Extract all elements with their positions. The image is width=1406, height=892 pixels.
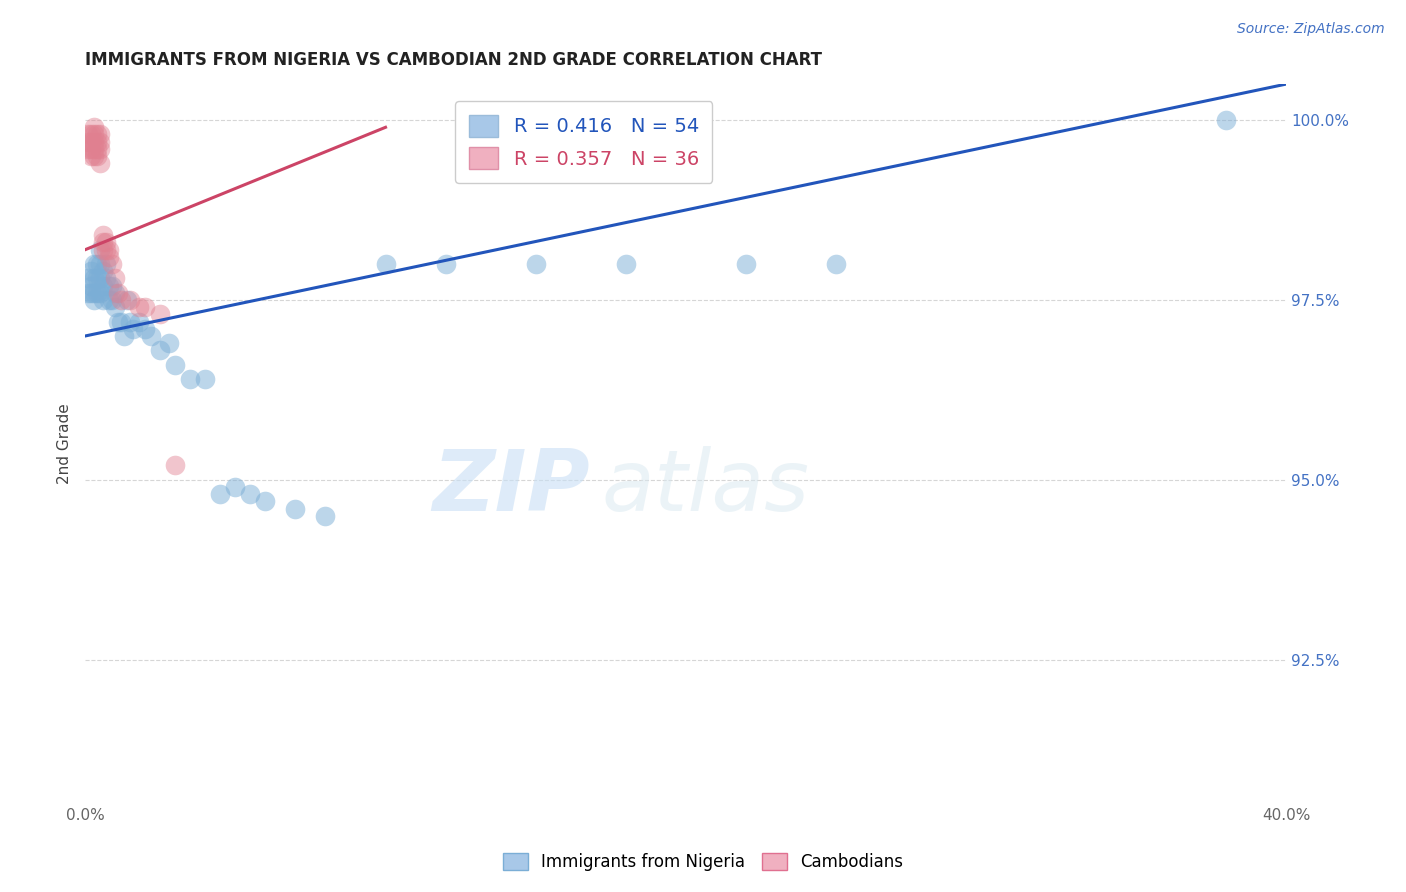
- Point: [86, 285, 108, 300]
- Point: [89, 271, 111, 285]
- Point: [524, 257, 547, 271]
- Point: [96, 235, 118, 250]
- Point: [104, 300, 127, 314]
- Point: [149, 307, 172, 321]
- Point: [614, 257, 637, 271]
- Point: [254, 494, 277, 508]
- Legend: R = 0.416   N = 54, R = 0.357   N = 36: R = 0.416 N = 54, R = 0.357 N = 36: [456, 101, 713, 183]
- Point: [122, 322, 145, 336]
- Point: [93, 243, 115, 257]
- Point: [77, 128, 100, 142]
- Point: [96, 271, 118, 285]
- Point: [77, 142, 100, 156]
- Point: [93, 264, 115, 278]
- Point: [101, 293, 124, 307]
- Point: [101, 278, 124, 293]
- Point: [89, 156, 111, 170]
- Point: [98, 278, 121, 293]
- Point: [110, 314, 132, 328]
- Point: [165, 458, 187, 473]
- Point: [83, 135, 105, 149]
- Legend: Immigrants from Nigeria, Cambodians: Immigrants from Nigeria, Cambodians: [495, 845, 911, 880]
- Point: [434, 257, 457, 271]
- Text: IMMIGRANTS FROM NIGERIA VS CAMBODIAN 2ND GRADE CORRELATION CHART: IMMIGRANTS FROM NIGERIA VS CAMBODIAN 2ND…: [86, 51, 823, 69]
- Point: [104, 271, 127, 285]
- Point: [89, 243, 111, 257]
- Point: [149, 343, 172, 358]
- Point: [93, 228, 115, 243]
- Point: [80, 264, 103, 278]
- Point: [107, 314, 129, 328]
- Point: [157, 336, 180, 351]
- Y-axis label: 2nd Grade: 2nd Grade: [58, 403, 72, 484]
- Point: [194, 372, 217, 386]
- Point: [80, 135, 103, 149]
- Point: [374, 257, 396, 271]
- Point: [86, 149, 108, 163]
- Point: [98, 243, 121, 257]
- Point: [83, 120, 105, 135]
- Point: [98, 293, 121, 307]
- Point: [96, 257, 118, 271]
- Point: [80, 142, 103, 156]
- Point: [107, 285, 129, 300]
- Point: [80, 128, 103, 142]
- Point: [209, 487, 232, 501]
- Point: [77, 285, 100, 300]
- Point: [83, 149, 105, 163]
- Point: [104, 285, 127, 300]
- Point: [128, 300, 150, 314]
- Point: [112, 329, 135, 343]
- Point: [120, 314, 142, 328]
- Point: [86, 135, 108, 149]
- Point: [93, 293, 115, 307]
- Point: [83, 293, 105, 307]
- Point: [83, 285, 105, 300]
- Point: [284, 501, 307, 516]
- Point: [120, 293, 142, 307]
- Point: [86, 128, 108, 142]
- Point: [83, 128, 105, 142]
- Point: [77, 135, 100, 149]
- Point: [93, 235, 115, 250]
- Point: [134, 322, 156, 336]
- Point: [83, 142, 105, 156]
- Point: [89, 142, 111, 156]
- Point: [1215, 113, 1237, 128]
- Point: [86, 257, 108, 271]
- Point: [734, 257, 756, 271]
- Point: [110, 293, 132, 307]
- Point: [824, 257, 846, 271]
- Point: [141, 329, 163, 343]
- Point: [98, 250, 121, 264]
- Point: [86, 271, 108, 285]
- Point: [80, 278, 103, 293]
- Point: [89, 285, 111, 300]
- Point: [89, 135, 111, 149]
- Point: [179, 372, 201, 386]
- Point: [117, 293, 139, 307]
- Text: atlas: atlas: [602, 445, 810, 529]
- Point: [165, 358, 187, 372]
- Point: [89, 257, 111, 271]
- Point: [80, 149, 103, 163]
- Point: [89, 128, 111, 142]
- Point: [83, 271, 105, 285]
- Point: [134, 300, 156, 314]
- Point: [224, 480, 246, 494]
- Text: Source: ZipAtlas.com: Source: ZipAtlas.com: [1237, 22, 1385, 37]
- Point: [239, 487, 262, 501]
- Point: [128, 314, 150, 328]
- Text: ZIP: ZIP: [432, 445, 589, 529]
- Point: [77, 271, 100, 285]
- Point: [86, 142, 108, 156]
- Point: [83, 257, 105, 271]
- Point: [315, 508, 337, 523]
- Point: [93, 278, 115, 293]
- Point: [96, 243, 118, 257]
- Point: [80, 285, 103, 300]
- Point: [101, 257, 124, 271]
